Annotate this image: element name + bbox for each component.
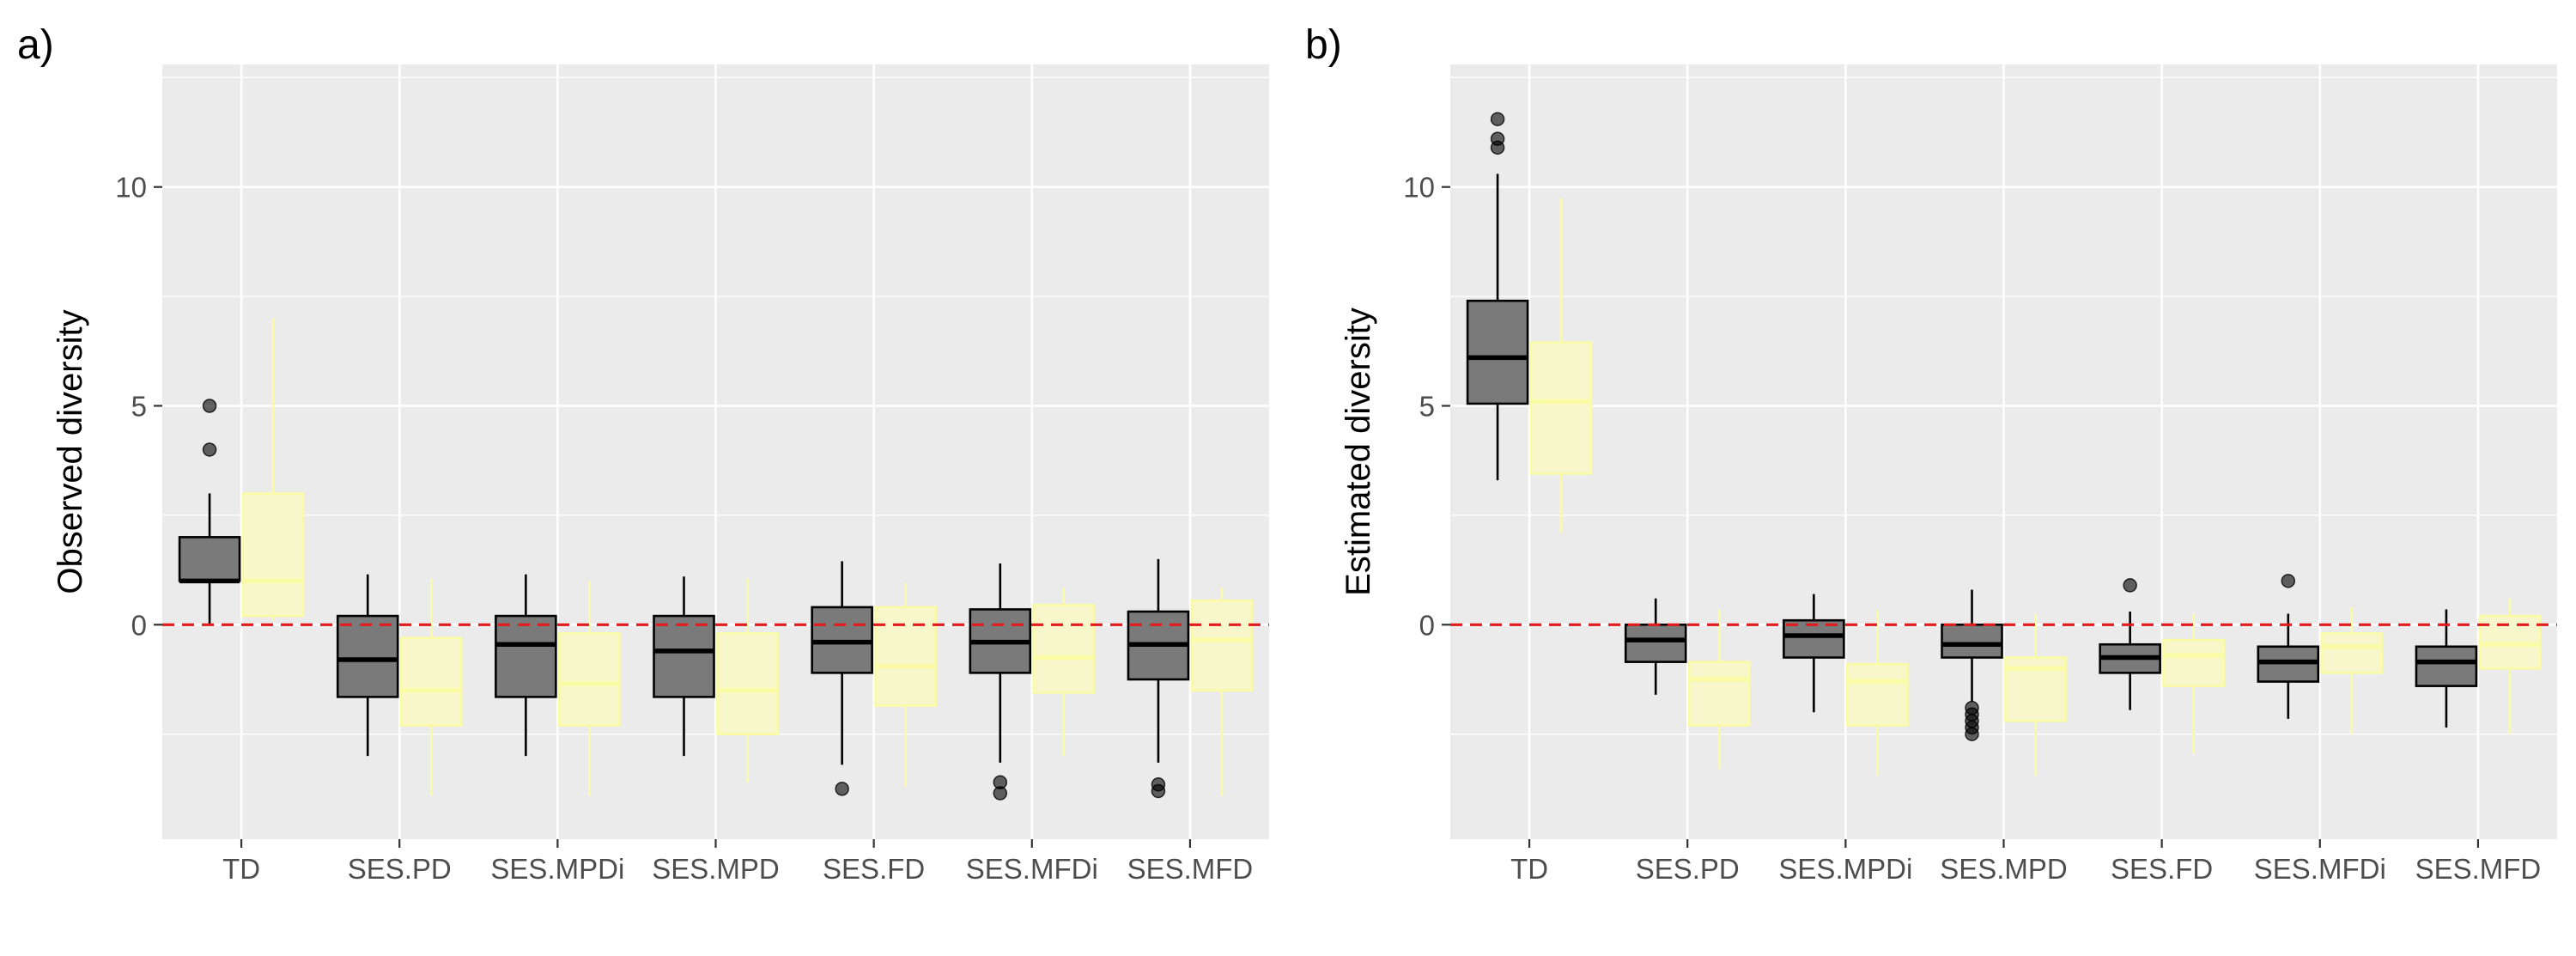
box-body xyxy=(1846,662,1909,727)
box-ses-mpd-series-2 xyxy=(2004,613,2067,776)
x-tick-label: TD xyxy=(222,853,260,885)
x-tick-label: SES.PD xyxy=(348,853,452,885)
box-body xyxy=(653,614,715,698)
box-ses-fd-series-1 xyxy=(811,561,873,796)
box-body xyxy=(2162,638,2225,687)
box-body xyxy=(336,614,399,698)
y-tick-label: 0 xyxy=(131,609,147,641)
outlier-point xyxy=(835,782,849,796)
box-body xyxy=(178,536,241,582)
outlier-point xyxy=(2123,578,2137,593)
box-td-series-2 xyxy=(1529,198,1593,533)
x-tick-label: SES.FD xyxy=(823,853,925,885)
y-tick-label: 5 xyxy=(1419,390,1435,422)
box-body xyxy=(1687,661,1751,727)
box-ses-mfd-series-2 xyxy=(1190,587,1254,796)
box-td-series-1 xyxy=(1466,112,1529,481)
box-td-series-2 xyxy=(241,318,305,621)
box-body xyxy=(1190,599,1254,692)
box-ses-fd-series-2 xyxy=(874,582,937,787)
outlier-point xyxy=(993,786,1008,801)
box-ses-mpdi-series-2 xyxy=(1846,609,1909,776)
box-ses-mfdi-series-2 xyxy=(2320,606,2384,734)
outlier-point xyxy=(1151,783,1166,799)
x-tick-label: SES.MFDi xyxy=(2254,853,2386,885)
box-body xyxy=(495,614,557,698)
box-body xyxy=(1783,618,1845,659)
box-body xyxy=(716,632,779,735)
panel-b: 0 5 10 TD SES.PD SES.MPDi SES.MPD SES.FD SES.MFD… xyxy=(1305,22,2557,885)
y-tick-label: 10 xyxy=(115,172,147,204)
outlier-point xyxy=(202,442,217,457)
x-tick-label: SES.MPD xyxy=(652,853,780,885)
box-td-series-1 xyxy=(178,399,241,625)
box-ses-mfd-series-2 xyxy=(2478,598,2542,734)
box-body xyxy=(1032,604,1096,694)
x-tick-label: SES.MFD xyxy=(1127,853,1254,885)
x-tick-label: SES.MPD xyxy=(1940,853,2068,885)
y-axis-title: Estimated diversity xyxy=(1340,308,1377,596)
x-tick-label: SES.MPDi xyxy=(490,853,624,885)
box-body xyxy=(2415,645,2478,687)
box-ses-mpd-series-1 xyxy=(653,576,715,757)
y-axis-title: Observed diversity xyxy=(52,309,89,594)
outlier-point xyxy=(1490,131,1505,146)
box-ses-mfdi-series-1 xyxy=(969,563,1032,801)
box-ses-pd-series-2 xyxy=(1687,609,1751,770)
box-ses-mfd-series-1 xyxy=(1127,558,1190,799)
box-ses-mfdi-series-2 xyxy=(1032,587,1096,757)
y-tick-label: 10 xyxy=(1403,172,1435,204)
box-body xyxy=(874,606,937,707)
x-tick-label: TD xyxy=(1510,853,1548,885)
box-body xyxy=(2320,632,2384,674)
box-body xyxy=(1624,623,1687,663)
outlier-point xyxy=(1965,727,1979,741)
box-ses-mpdi-series-1 xyxy=(495,574,557,757)
box-ses-mfd-series-1 xyxy=(2415,609,2478,728)
panel-a: 0 5 10 TD SES.PD SES.MPDi SES.MPD SES.FD SES.MFD… xyxy=(17,22,1269,885)
box-ses-mpdi-series-1 xyxy=(1783,594,1845,713)
panel-label: a) xyxy=(17,22,54,68)
box-body xyxy=(1529,341,1593,475)
box-body xyxy=(1466,299,1529,405)
box-ses-mfdi-series-1 xyxy=(2257,574,2320,719)
box-ses-mpd-series-2 xyxy=(716,578,779,782)
x-tick-label: SES.MFDi xyxy=(966,853,1098,885)
box-ses-pd-series-1 xyxy=(336,574,399,757)
box-ses-mpdi-series-2 xyxy=(558,581,621,796)
box-ses-fd-series-2 xyxy=(2162,613,2225,754)
y-tick-label: 5 xyxy=(131,390,147,422)
box-body xyxy=(399,636,463,727)
x-tick-label: SES.MPDi xyxy=(1778,853,1912,885)
x-tick-label: SES.PD xyxy=(1636,853,1740,885)
x-tick-label: SES.FD xyxy=(2111,853,2213,885)
box-body xyxy=(241,492,305,618)
box-ses-pd-series-2 xyxy=(399,578,463,796)
outlier-point xyxy=(1490,112,1505,126)
x-tick-label: SES.MFD xyxy=(2415,853,2542,885)
box-body xyxy=(558,632,621,727)
box-body xyxy=(1941,623,2003,659)
panel-label: b) xyxy=(1305,22,1342,68)
y-tick-label: 0 xyxy=(1419,609,1435,641)
box-ses-fd-series-1 xyxy=(2099,578,2161,710)
outlier-point xyxy=(202,399,217,413)
outlier-point xyxy=(2281,574,2296,588)
